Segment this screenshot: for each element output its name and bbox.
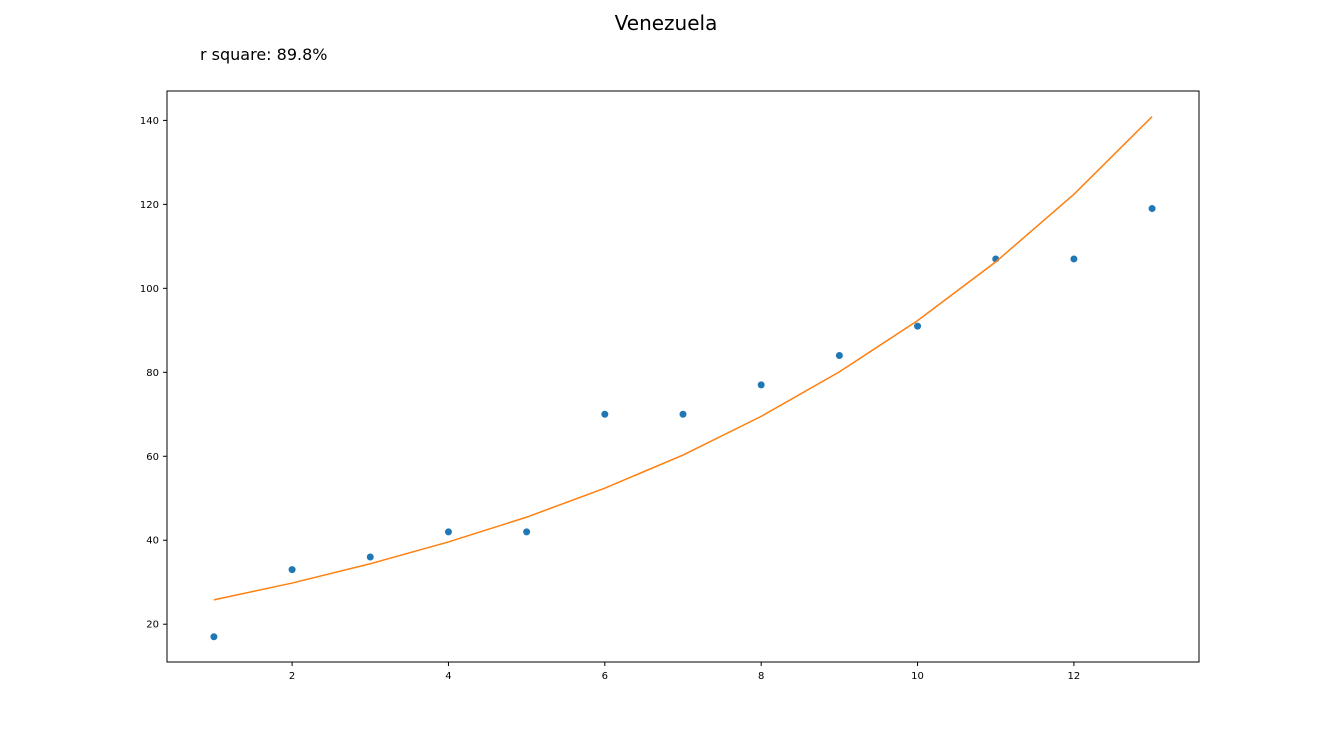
y-tick-label: 40 [146, 536, 159, 547]
data-point [444, 528, 452, 536]
y-tick-label: 120 [140, 200, 159, 211]
plot-area: 2 4 6 8 10 12 20 40 60 80 100 120 140 [140, 90, 1200, 682]
y-tick-label: 20 [146, 620, 159, 631]
data-point [1070, 255, 1078, 263]
x-tick-label: 8 [758, 671, 764, 682]
data-point [601, 410, 609, 418]
y-tick-label: 100 [140, 284, 159, 295]
x-tick-label: 12 [1068, 671, 1081, 682]
data-point [757, 381, 765, 389]
data-point [835, 352, 843, 360]
chart-title: Venezuela [615, 11, 718, 35]
x-tick-label: 4 [445, 671, 451, 682]
r-square-annotation: r square: 89.8% [200, 45, 327, 64]
plot-frame [166, 90, 1200, 663]
data-point [914, 322, 922, 330]
y-tick-label: 60 [146, 452, 159, 463]
data-point [1148, 205, 1156, 213]
data-point [288, 566, 296, 574]
x-tick-label: 6 [602, 671, 608, 682]
x-tick-label: 2 [289, 671, 295, 682]
data-point [366, 553, 374, 561]
data-point [679, 410, 687, 418]
y-tick-label: 140 [140, 116, 159, 127]
data-point [523, 528, 531, 536]
x-tick-label: 10 [911, 671, 924, 682]
y-tick-label: 80 [146, 368, 159, 379]
data-point [210, 633, 218, 641]
fit-line [213, 116, 1153, 601]
